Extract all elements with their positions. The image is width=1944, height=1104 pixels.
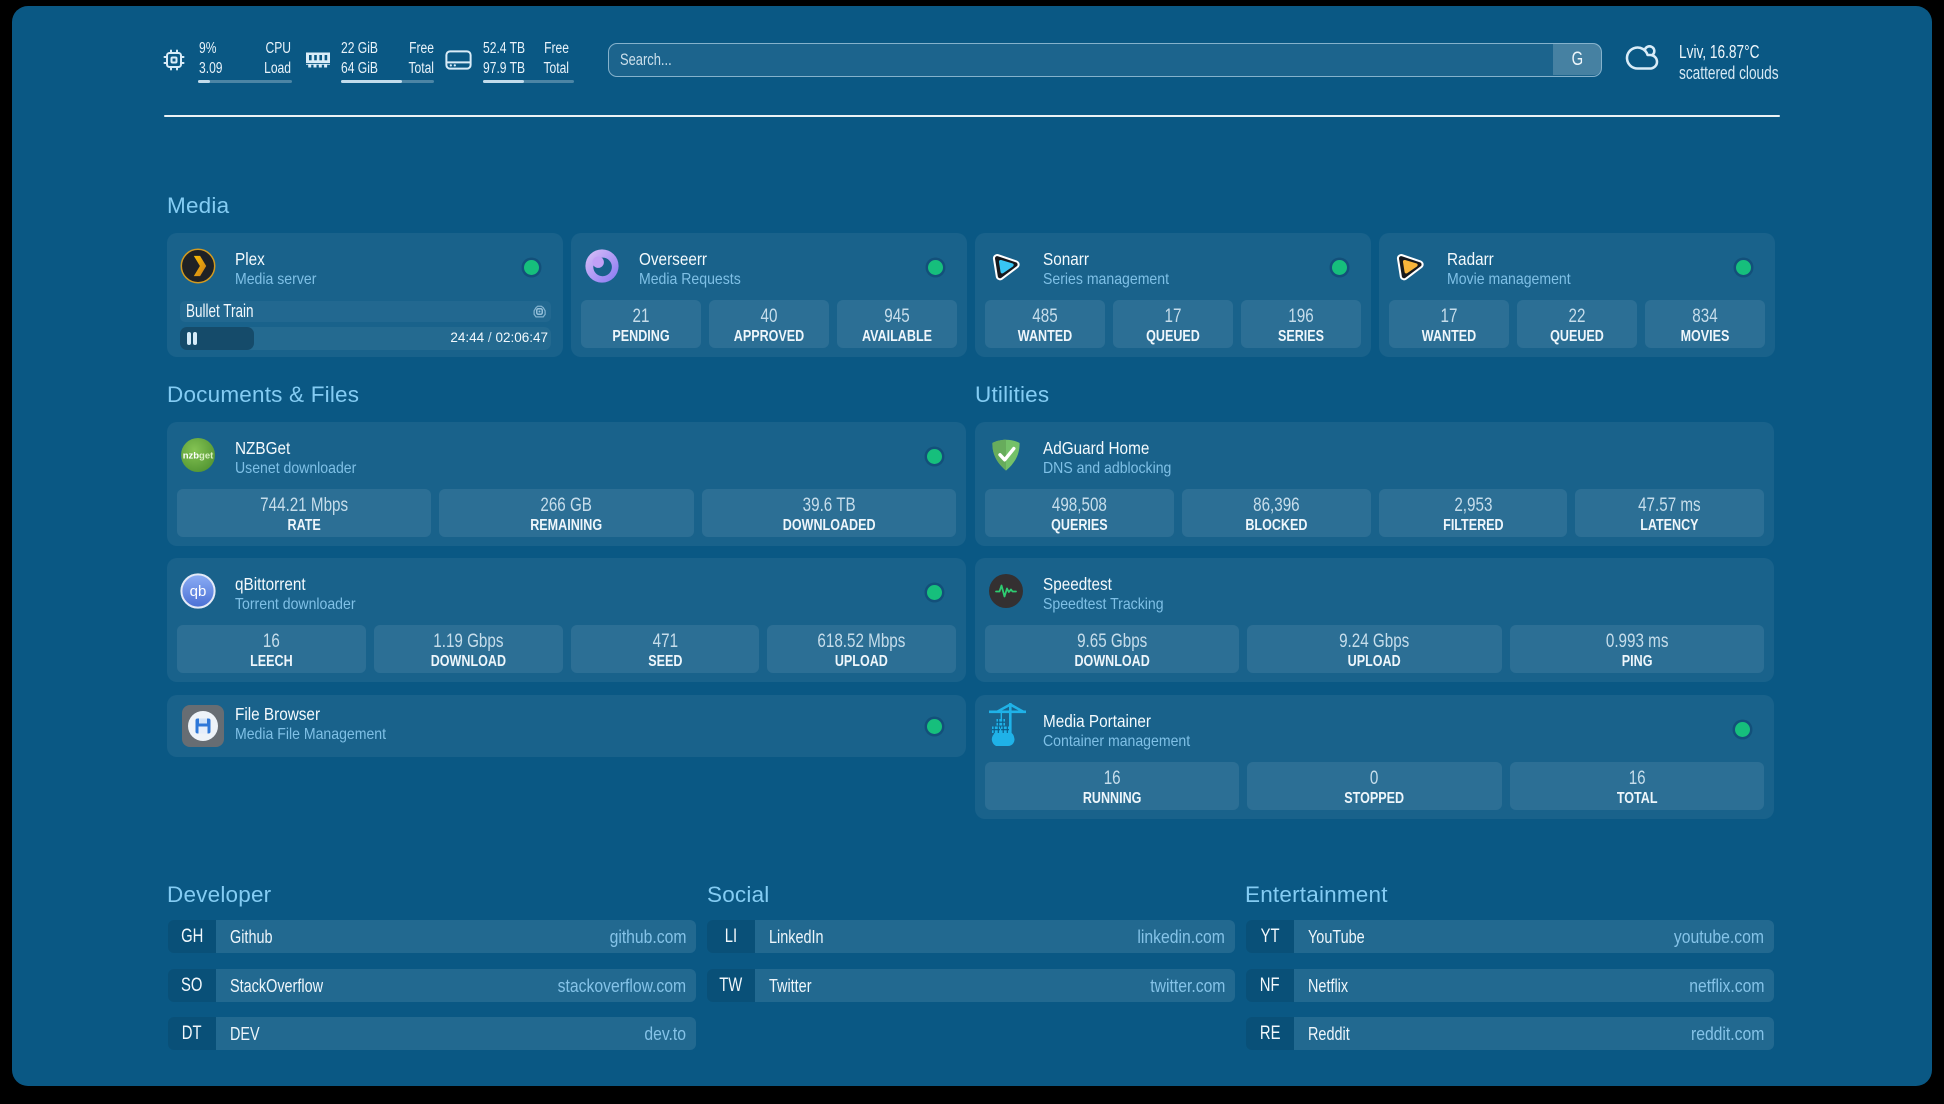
svg-text:nzbget: nzbget	[183, 451, 214, 462]
svg-text:qb: qb	[190, 583, 207, 600]
